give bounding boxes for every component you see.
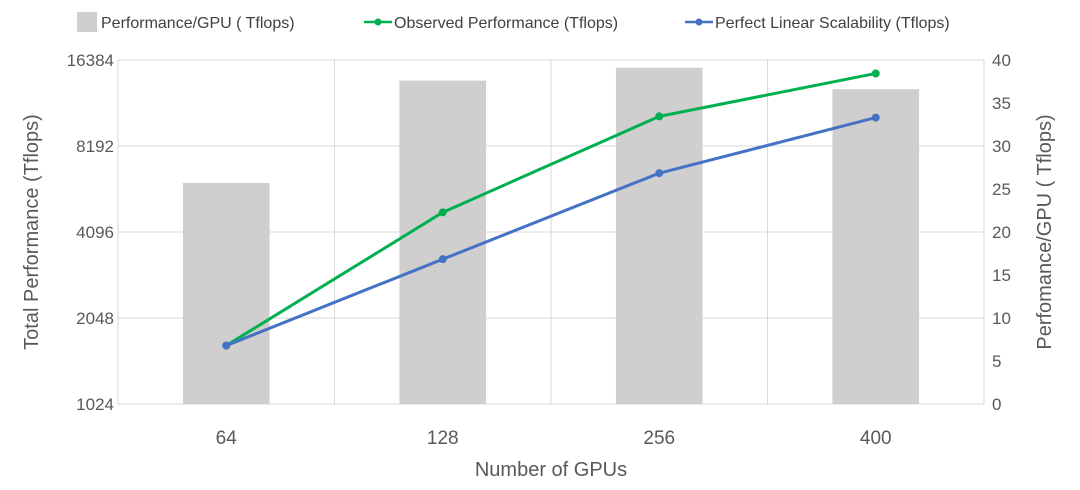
legend-label-performance-per-gpu: Performance/GPU ( Tflops) bbox=[101, 15, 295, 32]
x-axis-title: Number of GPUs bbox=[475, 459, 627, 481]
x-tick-label: 400 bbox=[860, 428, 892, 449]
point-observed-performance-tflops bbox=[439, 208, 447, 216]
y-right-tick-label: 20 bbox=[992, 223, 1011, 242]
x-tick-label: 256 bbox=[643, 428, 675, 449]
x-tick-label: 64 bbox=[216, 428, 238, 449]
y-axis-right-title: Perfomance/GPU ( Tflops) bbox=[1034, 114, 1056, 349]
y-left-tick-label: 2048 bbox=[76, 309, 114, 328]
point-perfect-linear-scalability-tflops bbox=[872, 114, 880, 122]
y-left-tick-label: 16384 bbox=[67, 51, 114, 70]
x-tick-label: 128 bbox=[427, 428, 459, 449]
legend-marker-perfect-linear-scalability bbox=[696, 19, 703, 26]
y-left-tick-label: 1024 bbox=[76, 395, 114, 414]
point-perfect-linear-scalability-tflops bbox=[222, 342, 230, 350]
legend-label-observed-performance: Observed Performance (Tflops) bbox=[394, 15, 618, 32]
legend: Performance/GPU ( Tflops) Observed Perfo… bbox=[77, 12, 950, 32]
legend-marker-observed-performance bbox=[375, 19, 382, 26]
y-right-tick-label: 30 bbox=[992, 137, 1011, 156]
y-right-tick-label: 35 bbox=[992, 94, 1011, 113]
legend-swatch-performance-per-gpu bbox=[77, 12, 97, 32]
y-right-tick-label: 10 bbox=[992, 309, 1011, 328]
y-right-tick-label: 0 bbox=[992, 395, 1001, 414]
y-left-tick-label: 8192 bbox=[76, 137, 114, 156]
y-right-tick-label: 15 bbox=[992, 266, 1011, 285]
y-right-tick-label: 25 bbox=[992, 180, 1011, 199]
point-observed-performance-tflops bbox=[655, 112, 663, 120]
y-right-tick-label: 5 bbox=[992, 352, 1001, 371]
point-perfect-linear-scalability-tflops bbox=[439, 255, 447, 263]
legend-label-perfect-linear-scalability: Perfect Linear Scalability (Tflops) bbox=[715, 15, 950, 32]
y-right-tick-label: 40 bbox=[992, 51, 1011, 70]
y-left-tick-label: 4096 bbox=[76, 223, 114, 242]
point-observed-performance-tflops bbox=[872, 69, 880, 77]
bar-performance-per-gpu bbox=[832, 89, 919, 404]
y-axis-left-title: Total Performance (Tflops) bbox=[21, 114, 43, 350]
bar-performance-per-gpu bbox=[399, 81, 486, 404]
bar-performance-per-gpu bbox=[183, 183, 270, 404]
point-perfect-linear-scalability-tflops bbox=[655, 169, 663, 177]
